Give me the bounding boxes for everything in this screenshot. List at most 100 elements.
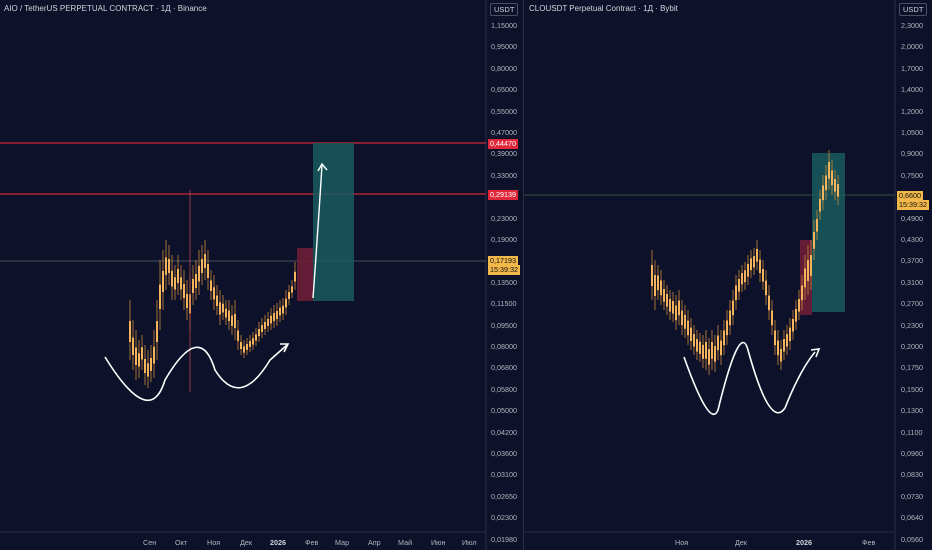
right-candle-body <box>777 340 779 356</box>
left-currency-button[interactable]: USDT <box>490 3 519 16</box>
left-price-tick: 0,55000 <box>491 106 517 116</box>
right-candle-body <box>699 341 701 354</box>
left-time-tick: Апр <box>368 538 381 547</box>
left-candle-body <box>144 359 146 373</box>
right-candle-body <box>813 232 815 249</box>
left-candle-body <box>261 325 263 332</box>
left-candle-body <box>150 357 152 371</box>
right-target-zone <box>812 153 845 312</box>
right-candle-body <box>798 299 800 312</box>
right-chart-title[interactable]: CLOUSDT Perpetual Contract · 1Д · Bybit <box>529 4 678 13</box>
resistance-tag-lower: 0,29139 <box>488 190 518 200</box>
left-candle-body <box>168 259 170 273</box>
left-candle-body <box>291 286 293 293</box>
right-candle-body <box>681 310 683 326</box>
left-candle-body <box>237 330 239 341</box>
resistance-tag-upper: 0,44470 <box>488 139 518 149</box>
right-candle-body <box>825 175 827 191</box>
left-candle-body <box>156 321 158 342</box>
right-countdown-tag: 15:39:32 <box>897 200 929 210</box>
right-price-tick: 1,4000 <box>901 85 923 95</box>
right-candle-body <box>831 170 833 186</box>
left-candle-body <box>249 340 251 347</box>
left-time-tick: Июл <box>462 538 477 547</box>
right-candle-body <box>660 280 662 296</box>
left-time-tick: Фев <box>305 538 319 547</box>
right-candle-body <box>714 346 716 362</box>
left-candle-body <box>273 313 275 322</box>
pane-divider[interactable] <box>523 0 524 550</box>
left-candle-body <box>132 337 134 355</box>
left-candle-body <box>246 343 248 350</box>
left-candle-body <box>216 295 218 306</box>
right-price-tick: 0,1300 <box>901 406 923 416</box>
right-candle-body <box>708 349 710 365</box>
left-candle-body <box>159 284 161 309</box>
left-price-tick: 0,02300 <box>491 513 517 523</box>
right-candle-body <box>702 344 704 359</box>
right-price-tick: 0,2000 <box>901 342 923 351</box>
right-candle-body <box>711 342 713 359</box>
left-current-price-tag: 0,17193 <box>488 256 518 266</box>
right-candle-body <box>774 330 776 346</box>
left-price-tick: 0,39000 <box>491 149 517 159</box>
left-chart-title[interactable]: AIO / TetherUS PERPETUAL CONTRACT · 1Д ·… <box>4 4 207 13</box>
right-candle-body <box>753 256 755 268</box>
right-candle-body <box>738 279 740 292</box>
left-candle-body <box>213 287 215 300</box>
right-candle-body <box>837 184 839 197</box>
right-w-arrow-head <box>810 348 821 358</box>
right-candle-body <box>759 259 761 274</box>
right-time-tick: Фев <box>862 538 876 547</box>
right-candle-body <box>834 179 836 192</box>
right-candle-body <box>723 330 725 346</box>
right-price-tick: 0,0560 <box>901 534 923 544</box>
left-price-tick: 0,13500 <box>491 277 517 287</box>
right-time-tick: 2026 <box>796 538 812 547</box>
right-candle-body <box>765 280 767 296</box>
left-candle-body <box>222 303 224 313</box>
left-candle-body <box>153 346 155 364</box>
left-time-tick: Мар <box>335 538 350 547</box>
left-candle-body <box>147 363 149 377</box>
right-candle-body <box>771 310 773 326</box>
left-time-tick: Дек <box>240 538 253 547</box>
left-candle-body <box>234 314 236 328</box>
left-candle-body <box>276 311 278 320</box>
left-time-tick: Май <box>398 538 413 547</box>
left-price-tick: 0,04200 <box>491 427 517 437</box>
left-candle-body <box>225 308 227 318</box>
right-candle-body <box>729 310 731 326</box>
left-price-tick: 0,11500 <box>491 299 517 309</box>
left-candle-body <box>282 305 284 314</box>
left-price-tick: 0,03100 <box>491 470 517 480</box>
left-w-arrow-head <box>280 343 290 353</box>
right-candle-body <box>783 339 785 352</box>
right-currency-button[interactable]: USDT <box>899 3 928 16</box>
right-price-tick: 0,4300 <box>901 235 923 244</box>
right-price-tick: 0,2700 <box>901 299 923 309</box>
right-candle-body <box>654 275 656 296</box>
right-price-tick: 1,0500 <box>901 128 923 137</box>
left-time-tick: Сен <box>143 538 157 547</box>
right-candle-body <box>657 275 659 291</box>
right-price-tick: 1,7000 <box>901 63 923 73</box>
right-candle-body <box>762 269 764 282</box>
left-candle-body <box>141 347 143 360</box>
left-price-tick: 0,19000 <box>491 235 517 244</box>
left-price-tick: 0,47000 <box>491 128 517 137</box>
left-candle-body <box>174 277 176 290</box>
left-time-tick: Окт <box>175 538 188 547</box>
right-candle-body <box>741 273 743 285</box>
right-price-tick: 0,7500 <box>901 170 923 180</box>
left-candle-body <box>192 279 194 293</box>
right-candle-body <box>792 319 794 332</box>
left-candle-body <box>258 329 260 336</box>
right-price-tick: 1,2000 <box>901 106 923 116</box>
right-candle-body <box>786 334 788 347</box>
left-price-tick: 0,05800 <box>491 384 517 394</box>
left-candle-body <box>165 257 167 275</box>
left-candle-body <box>294 271 296 282</box>
